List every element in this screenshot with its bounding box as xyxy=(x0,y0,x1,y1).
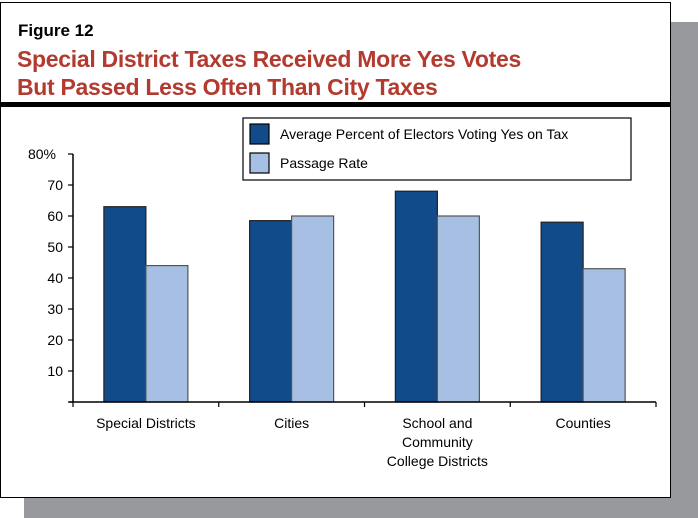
bar-2-4 xyxy=(582,268,626,403)
figure-label: Figure 12 xyxy=(18,21,94,40)
legend-box xyxy=(242,117,632,181)
category-label: Cities xyxy=(274,415,309,431)
y-tick-label: 20 xyxy=(47,332,63,348)
category-label: Community xyxy=(402,434,473,450)
title-line-2: But Passed Less Often Than City Taxes xyxy=(17,74,438,100)
bar-2-3 xyxy=(436,215,480,403)
category-label: Special Districts xyxy=(96,415,196,431)
legend-swatch-2 xyxy=(249,152,270,174)
category-label: School and xyxy=(402,415,472,431)
bar-1-3 xyxy=(394,190,438,403)
bar-1-4 xyxy=(540,221,584,403)
legend-label-2: Passage Rate xyxy=(280,155,368,171)
header-divider xyxy=(0,102,671,107)
category-label: College Districts xyxy=(387,453,488,469)
category-label: Counties xyxy=(555,415,610,431)
y-tick-label: 50 xyxy=(47,239,63,255)
y-tick-label: 80% xyxy=(28,146,56,162)
bar-2-2 xyxy=(291,215,335,403)
title-line-1: Special District Taxes Received More Yes… xyxy=(17,46,521,72)
legend-swatch-1 xyxy=(249,123,270,145)
bar-2-1 xyxy=(145,265,189,403)
y-tick-label: 70 xyxy=(47,177,63,193)
legend-label-1: Average Percent of Electors Voting Yes o… xyxy=(280,126,568,142)
bar-1-2 xyxy=(249,220,293,403)
y-tick-label: 60 xyxy=(47,208,63,224)
bar-1-1 xyxy=(103,206,147,403)
y-tick-label: 10 xyxy=(47,363,63,379)
y-tick-label: 40 xyxy=(47,270,63,286)
y-tick-label: 30 xyxy=(47,301,63,317)
